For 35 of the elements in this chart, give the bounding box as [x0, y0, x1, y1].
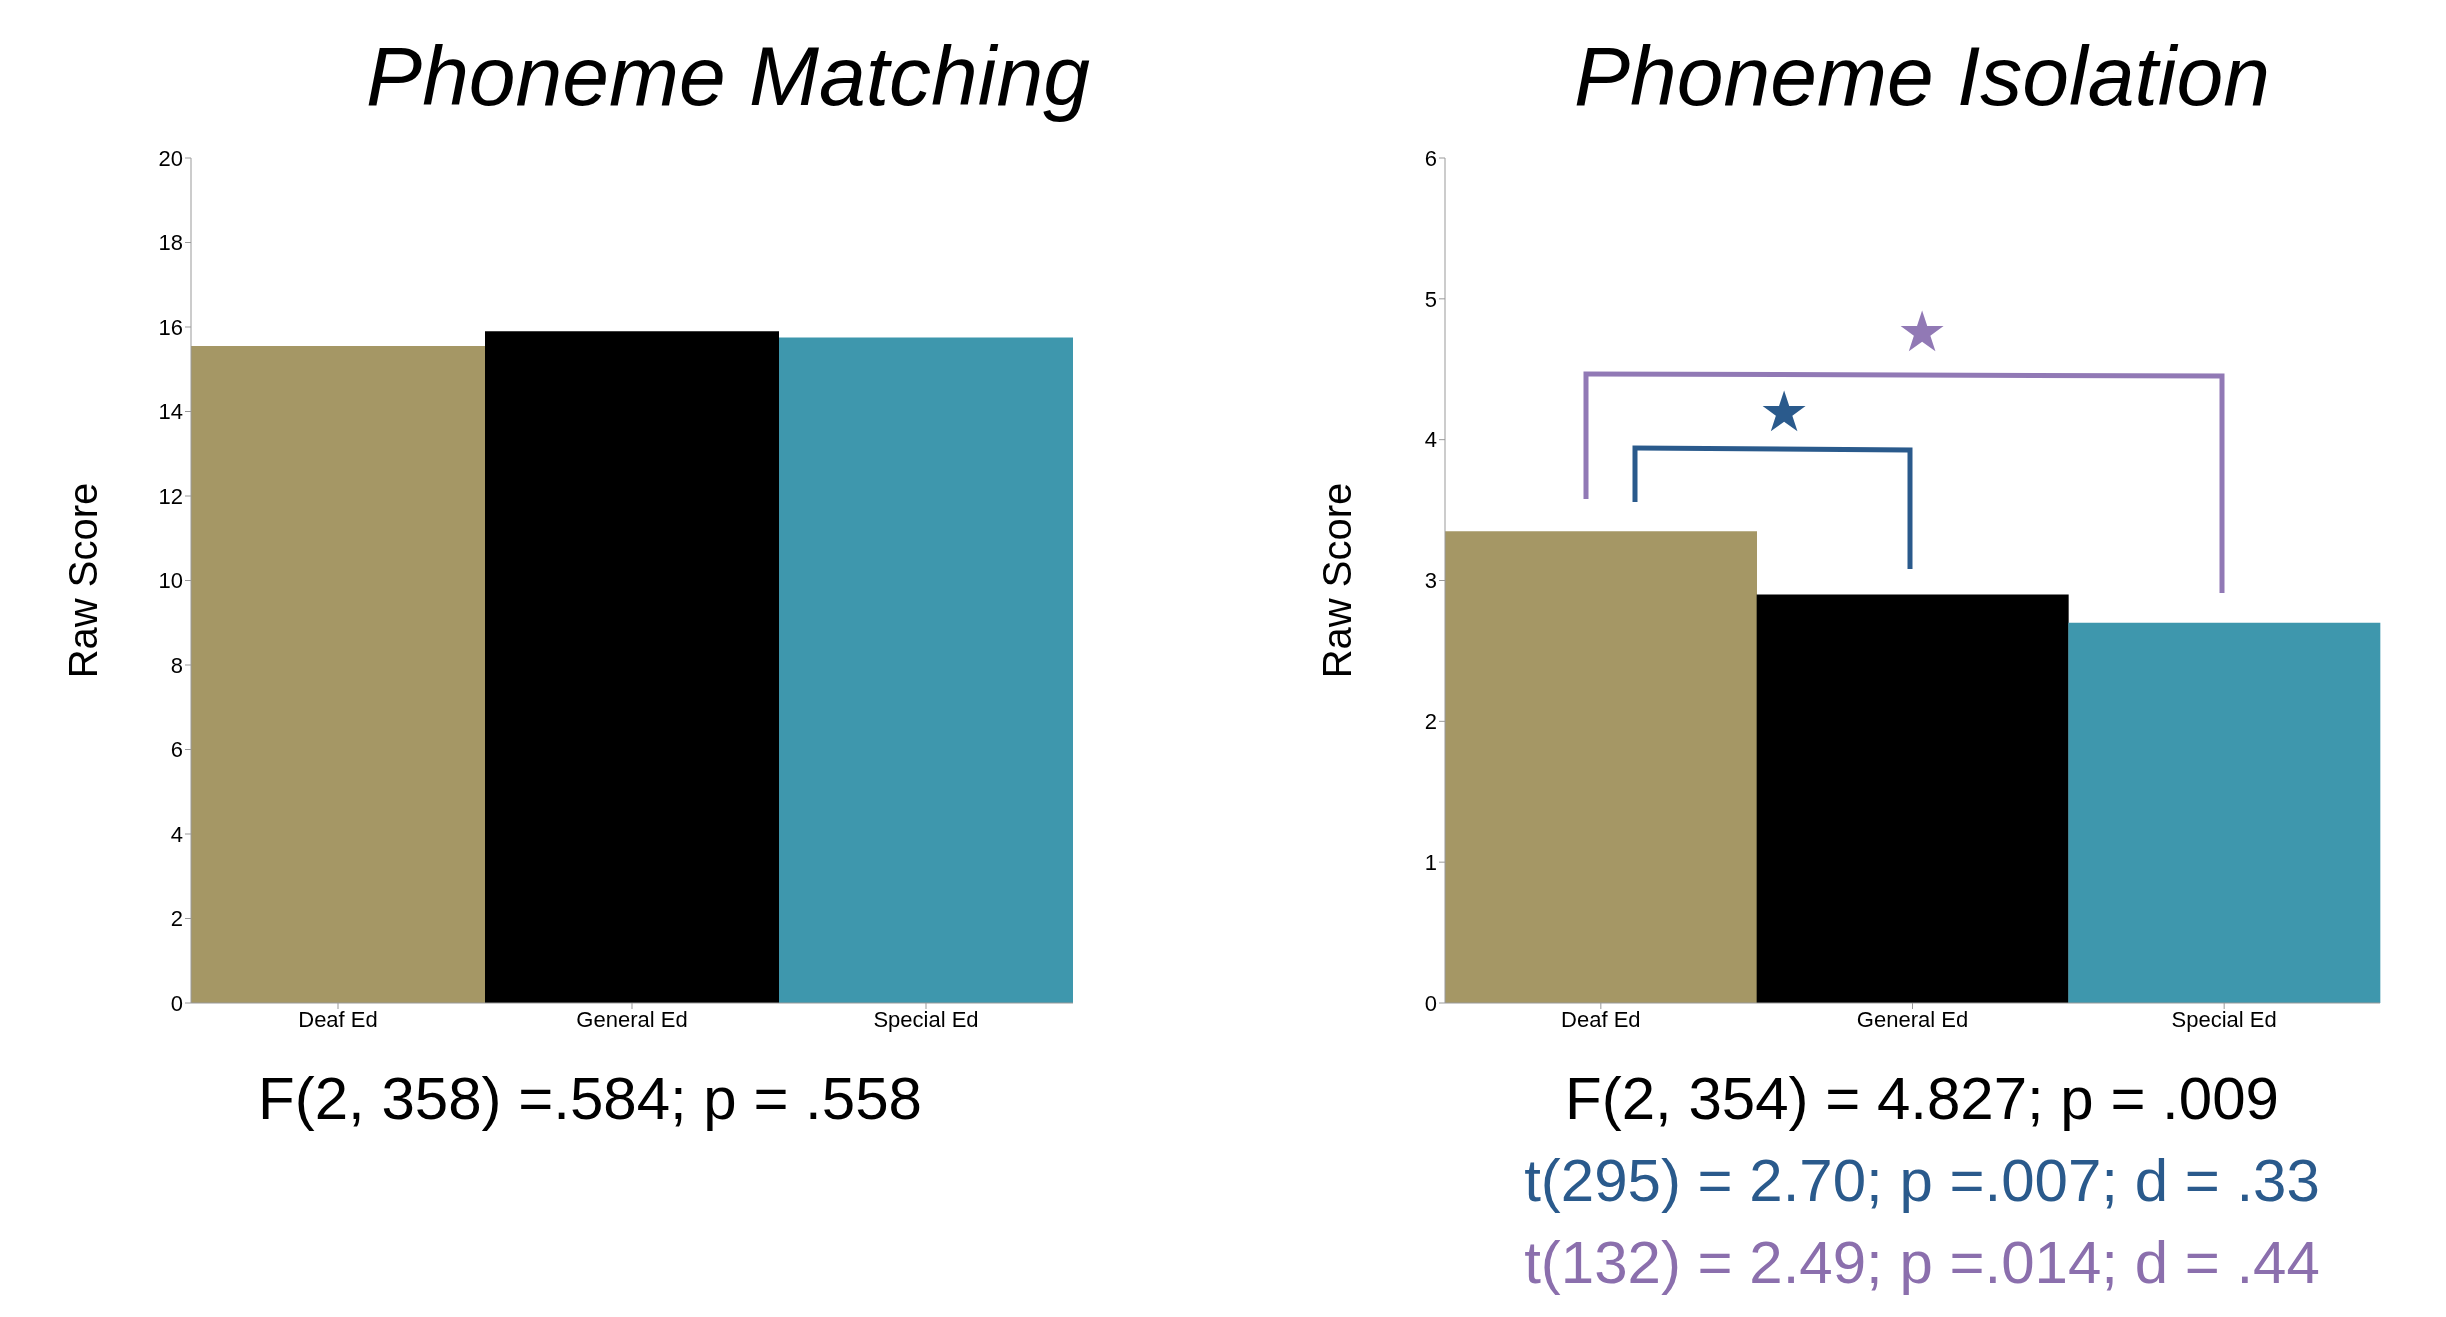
text: F(2, 358) =.584; p = .558 — [257, 1064, 923, 1134]
bar — [2068, 622, 2381, 1003]
x-tick-label: Special Ed — [2171, 1006, 2277, 1032]
annotation: ★ — [1758, 379, 1810, 445]
y-tick-label: 4 — [1424, 427, 1437, 453]
text: t(132) = 2.49; p =.014; d = .44 — [1523, 1228, 2321, 1298]
x-tick-label: General Ed — [1856, 1006, 1969, 1032]
text: F(2, 354) = 4.827; p = .009 — [1564, 1064, 2280, 1134]
y-tick-label: 20 — [158, 145, 183, 171]
x-tick-label: Deaf Ed — [298, 1006, 378, 1032]
y-tick-label: 18 — [158, 230, 183, 256]
y-tick-label: 1 — [1424, 849, 1437, 875]
x-tick-label: General Ed — [576, 1006, 688, 1032]
y-axis-title: Raw Score — [61, 482, 106, 679]
y-tick-label: 14 — [158, 399, 183, 425]
annotation: ★ — [1896, 299, 1948, 365]
y-tick-label: 0 — [170, 990, 183, 1016]
chart-title: Phoneme Matching — [365, 28, 1091, 125]
y-tick-label: 5 — [1424, 286, 1437, 312]
y-tick-label: 8 — [170, 652, 183, 678]
y-tick-label: 3 — [1424, 568, 1437, 594]
y-tick-label: 2 — [170, 906, 183, 932]
x-tick-label: Special Ed — [873, 1006, 979, 1032]
y-tick-label: 6 — [1424, 145, 1437, 171]
x-tick-label: Deaf Ed — [1561, 1006, 1641, 1032]
y-tick-label: 16 — [158, 314, 183, 340]
chart-title: Phoneme Isolation — [1573, 28, 2271, 125]
y-tick-label: 0 — [1424, 990, 1437, 1016]
y-axis-title: Raw Score — [1315, 482, 1360, 679]
y-tick-label: 10 — [158, 568, 183, 594]
y-tick-label: 12 — [158, 483, 183, 509]
y-tick-label: 6 — [170, 737, 183, 763]
y-tick-label: 4 — [170, 821, 183, 847]
text: t(295) = 2.70; p =.007; d = .33 — [1523, 1146, 2321, 1216]
y-tick-label: 2 — [1424, 709, 1437, 735]
